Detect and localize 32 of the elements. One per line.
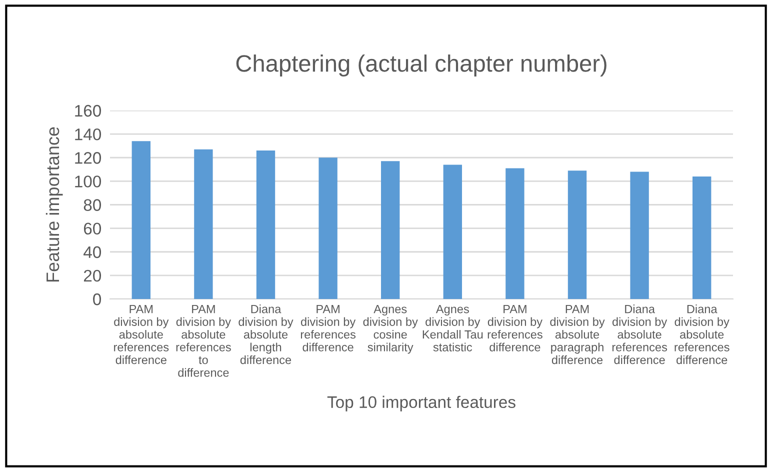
bar	[692, 176, 712, 299]
y-tick-label: 80	[84, 199, 102, 211]
bar	[132, 141, 150, 299]
bar	[381, 161, 400, 299]
y-axis-title: Feature importance	[46, 127, 63, 282]
bar	[506, 168, 524, 299]
x-tick-label: PAM division by absolute references difference	[114, 304, 169, 364]
y-tick-label: 40	[84, 246, 102, 258]
x-tick-label: PAM division by absolute references to difference	[176, 304, 231, 377]
y-tick-label: 160	[75, 104, 102, 117]
y-tick-label: 140	[75, 128, 102, 140]
bar	[568, 170, 587, 299]
bar	[630, 172, 649, 299]
bar	[443, 164, 462, 299]
chart-title: Chaptering (actual chapter number)	[236, 54, 606, 77]
x-tick-label: Agnes division by Kendall Tau statistic	[422, 304, 483, 352]
bar	[194, 149, 213, 299]
x-tick-label: PAM division by references difference	[488, 304, 542, 352]
y-tick-label: 120	[75, 152, 102, 164]
x-tick-label: PAM division by absolute paragraph difference	[550, 304, 605, 364]
y-tick-label: 100	[75, 176, 102, 188]
bar	[318, 158, 338, 299]
x-axis-title: Top 10 important features	[327, 396, 516, 412]
x-tick-label: Diana division by absolute references difference	[612, 304, 668, 364]
x-tick-label: Diana division by absolute references difference	[674, 304, 730, 364]
x-tick-label: Agnes division by cosine similarity	[363, 304, 418, 354]
y-tick-label: 0	[93, 293, 102, 306]
y-tick-label: 60	[84, 222, 102, 235]
x-tick-label: PAM division by references difference	[300, 304, 356, 352]
bar	[256, 150, 276, 299]
x-tick-label: Diana division by absolute length difference	[238, 304, 294, 364]
y-tick-label: 20	[84, 270, 102, 282]
